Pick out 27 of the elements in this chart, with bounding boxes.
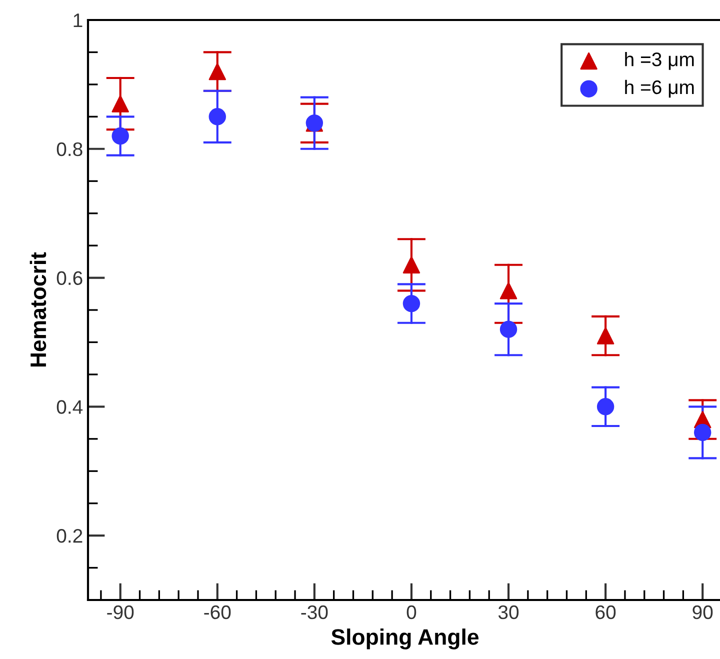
legend-label: h =3 μm (625, 52, 694, 70)
y-tick-label: 0.2 (56, 529, 82, 543)
x-tick-label: -60 (204, 605, 231, 620)
y-axis-title: Hematocrit (30, 252, 46, 367)
x-tick-label: -90 (107, 605, 134, 620)
x-tick-label: 0 (406, 605, 416, 620)
y-tick-label: 1 (74, 14, 82, 28)
y-tick-label: 0.6 (56, 271, 82, 286)
y-tick-label: 0.8 (56, 142, 82, 156)
point (596, 398, 614, 416)
point (112, 127, 129, 145)
x-axis-title: Sloping Angle (331, 628, 479, 650)
x-tick-label: 30 (498, 605, 519, 620)
x-tick-label: 60 (596, 605, 616, 620)
y-tick-label: 0.4 (56, 400, 83, 414)
point (208, 108, 226, 126)
point (208, 62, 226, 80)
legend-label: h =6 μm (625, 80, 694, 98)
point (596, 327, 614, 344)
x-tick-label: 90 (692, 605, 713, 620)
point (500, 320, 518, 338)
x-tick-label: -30 (301, 605, 328, 620)
point (112, 95, 129, 112)
point (694, 424, 712, 442)
point (402, 294, 420, 312)
point (402, 256, 420, 274)
point (500, 282, 518, 300)
